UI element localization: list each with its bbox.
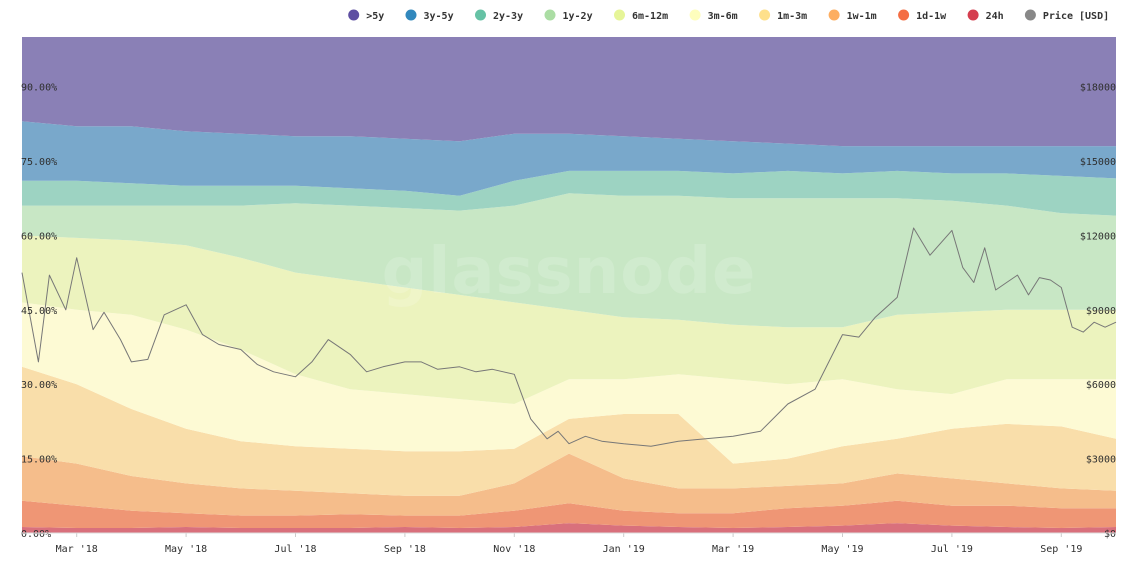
x-tick-label: Sep '19 (1040, 544, 1082, 555)
legend-item-price-usd[interactable]: Price [USD] (1024, 9, 1109, 23)
legend-item-1w-1m[interactable]: 1w-1m (828, 9, 877, 23)
x-tick-label: Sep '18 (384, 544, 426, 555)
band-24h (22, 523, 1116, 533)
legend-swatch (828, 9, 840, 21)
band-1y-2y (22, 193, 1116, 328)
legend-swatch (759, 9, 771, 21)
x-tick-label: Mar '18 (56, 544, 98, 555)
legend-item-2y-3y[interactable]: 2y-3y (475, 9, 523, 23)
stacked-bands (22, 37, 1116, 533)
y-right-tick-label: $0 (1104, 529, 1116, 540)
x-tick-label: Mar '19 (712, 544, 754, 555)
y-right-tick-label: $12000 (1080, 231, 1116, 242)
x-tick-label: Jan '19 (603, 544, 645, 555)
x-tick-label: Jul '19 (931, 544, 973, 555)
legend-label: 1m-3m (777, 11, 807, 22)
band-5y (22, 37, 1116, 147)
legend-item-1d-1w[interactable]: 1d-1w (898, 9, 947, 23)
legend-label: 3y-5y (424, 11, 454, 22)
y-right-tick-label: $6000 (1086, 380, 1116, 391)
legend-swatch (475, 9, 486, 21)
band-3m-6m (22, 302, 1116, 464)
legend-label: 3m-6m (708, 11, 738, 22)
y-left-tick-label: 0.00% (21, 529, 51, 540)
legend[interactable]: >5y 3y-5y 2y-3y 1y-2y 6m-12m 3m-6m 1m-3m 1w-1m 1… (348, 9, 1109, 23)
legend-item-3m-6m[interactable]: 3m-6m (689, 9, 738, 23)
band-6m-12m (22, 235, 1116, 404)
legend-label: 24h (986, 11, 1004, 22)
y-left-tick-label: 75.00% (21, 157, 57, 168)
legend-swatch (1024, 9, 1036, 21)
y-left-tick-label: 30.00% (21, 380, 57, 391)
y-right-tick-label: $9000 (1086, 306, 1116, 317)
legend-item-3y-5y[interactable]: 3y-5y (405, 9, 454, 23)
watermark: glassnode (382, 235, 757, 309)
legend-label: 6m-12m (632, 11, 668, 22)
legend-item-1m-3m[interactable]: 1m-3m (759, 9, 807, 23)
band-1m-3m (22, 366, 1116, 496)
x-tick-label: Jul '18 (274, 544, 316, 555)
legend-item-1y-2y[interactable]: 1y-2y (544, 9, 593, 23)
legend-label: 1y-2y (563, 11, 593, 22)
legend-swatch (405, 9, 417, 21)
legend-item-5y[interactable]: >5y (348, 9, 384, 23)
y-right-tick-label: $18000 (1080, 83, 1116, 94)
legend-label: 2y-3y (493, 11, 523, 22)
x-axis: Mar '18 May '18 Jul '18 Sep '18 Nov '18 Jan '… (22, 532, 1116, 555)
legend-label: 1d-1w (916, 11, 947, 22)
legend-item-24h[interactable]: 24h (967, 9, 1004, 23)
price-line (21, 227, 1117, 447)
band-3y-5y (22, 121, 1116, 196)
legend-swatch (348, 9, 360, 21)
y-axis-left: 0.00% 15.00% 30.00% 45.00% 60.00% 75.00% 90.00… (21, 83, 57, 540)
band-1d-1w (22, 500, 1116, 528)
legend-swatch (544, 9, 556, 21)
y-left-tick-label: 60.00% (21, 231, 57, 242)
y-right-tick-label: $15000 (1080, 157, 1116, 168)
legend-label: 1w-1m (847, 11, 877, 22)
legend-swatch (967, 9, 979, 21)
y-left-tick-label: 15.00% (21, 455, 57, 466)
watermark-text: glassnode (382, 235, 757, 309)
legend-swatch (898, 9, 910, 21)
legend-swatch (614, 9, 625, 21)
band-1w-1m (22, 453, 1116, 516)
y-left-tick-label: 90.00% (21, 83, 57, 94)
y-left-tick-label: 45.00% (21, 306, 57, 317)
legend-label: >5y (366, 11, 384, 22)
y-right-tick-label: $3000 (1086, 455, 1116, 466)
legend-swatch (689, 9, 701, 21)
legend-item-6m-12m[interactable]: 6m-12m (614, 9, 668, 23)
legend-label: Price [USD] (1043, 10, 1109, 22)
y-axis-right: $0 $3000 $6000 $9000 $12000 $15000 $18000 (1080, 83, 1116, 540)
x-tick-label: May '19 (821, 544, 863, 555)
x-tick-label: May '18 (165, 544, 207, 555)
x-tick-label: Nov '18 (493, 544, 535, 555)
band-2y-3y (22, 170, 1116, 216)
price-series (21, 227, 1117, 447)
